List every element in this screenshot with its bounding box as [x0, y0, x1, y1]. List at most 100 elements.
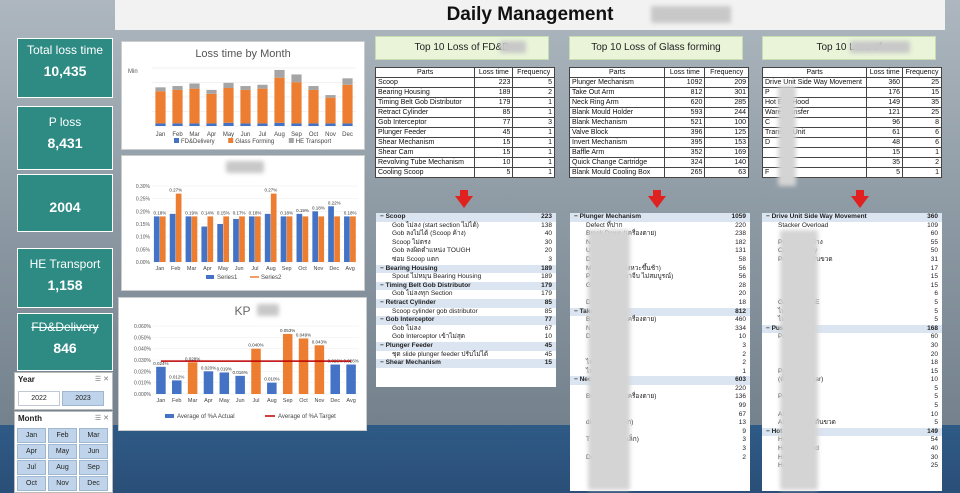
pivot-row-label: Gob Interceptor เข้าไม่สุด — [392, 333, 466, 341]
pivot-row-value: 5 — [934, 307, 938, 315]
bar — [172, 89, 183, 124]
kpi-total-loss-time: Total loss time 10,435 — [17, 38, 113, 98]
x-tick-label: Mar — [187, 266, 197, 272]
table-row: Neck Ring Arm 620 285 — [568, 97, 749, 108]
pivot-group-row[interactable]: − Gob Interceptor 77 — [376, 316, 556, 325]
pivot-group-row[interactable]: − Timing Belt Gob Distributor 179 — [376, 281, 556, 291]
pivot-group-row[interactable]: − Pus 168 — [762, 324, 942, 334]
month-option-dec[interactable]: Dec — [79, 476, 108, 491]
x-tick-label: Mar — [188, 398, 198, 404]
chart-kpi-actual-vs-target-plot: 0.060% 0.050% 0.040% 0.030% 0.020% 0.010% 0.00… — [134, 324, 359, 420]
kpi-third: 2004 — [17, 174, 113, 232]
x-tick-label: Oct — [309, 132, 319, 138]
month-option-jun[interactable]: Jun — [79, 444, 108, 459]
year-option-2022[interactable]: 2022 — [18, 391, 60, 406]
year-option-2023[interactable]: 2023 — [62, 391, 104, 406]
pivot-group-row[interactable]: − Bearing Housing 189 — [376, 264, 556, 274]
x-tick-label: Apr — [203, 266, 212, 272]
pivot-group-row[interactable]: − Drive Unit Side Way Movement 360 — [762, 213, 942, 222]
pivot-row-value: 85 — [544, 298, 552, 306]
pivot-row-value: 60 — [930, 230, 938, 238]
pivot-group-row[interactable]: − Plunger Feeder 45 — [376, 341, 556, 351]
x-tick-label: Jul — [251, 266, 258, 272]
x-tick-label: Nov — [325, 132, 336, 138]
pivot-group-row[interactable]: − Scoop 223 — [376, 213, 556, 222]
redacted-table-title — [500, 41, 526, 53]
kpi-value: 10,435 — [43, 63, 87, 79]
month-option-may[interactable]: May — [48, 444, 77, 459]
pivot-row-value: 15 — [930, 273, 938, 281]
pivot-row-value: 56 — [738, 264, 746, 272]
month-option-aug[interactable]: Aug — [48, 460, 77, 475]
month-option-oct[interactable]: Oct — [17, 476, 46, 491]
month-option-apr[interactable]: Apr — [17, 444, 46, 459]
pivot-row-value: 5 — [934, 298, 938, 306]
table-cell: 61 — [866, 127, 904, 138]
table-row: Bearing Housing 189 2 — [374, 87, 555, 98]
table-row: Blank Mould Holder 593 244 — [568, 107, 749, 118]
clear-filter-icon[interactable]: ☰ ✕ — [94, 415, 109, 422]
pivot-group-row[interactable]: − Retract Cylinder 85 — [376, 298, 556, 308]
pivot-row-label: − Timing Belt Gob Distributor — [380, 281, 471, 289]
pivot-row-value: 30 — [930, 341, 938, 349]
pivot-row-value: 10 — [930, 410, 938, 418]
table-cell: 48 — [866, 137, 904, 148]
bar — [274, 77, 285, 123]
pivot-row-value: 45 — [544, 350, 552, 358]
pivot-row: 5 — [762, 385, 942, 394]
redacted-title-suffix — [651, 6, 731, 23]
table-cell: 45 — [474, 127, 514, 138]
bar — [342, 84, 353, 124]
pivot-group-row[interactable]: − Hot 149 — [762, 427, 942, 437]
column-header: Frequency — [902, 67, 942, 78]
pivot-row-value: 334 — [735, 324, 746, 332]
pivot-row-value: 3 — [742, 341, 746, 349]
month-option-jan[interactable]: Jan — [17, 428, 46, 443]
bar — [223, 87, 234, 123]
y-tick-label: 0.10% — [136, 235, 151, 241]
bar — [203, 371, 214, 394]
x-tick-label: Nov — [314, 398, 324, 404]
bar — [330, 364, 340, 394]
table-cell: 1 — [512, 147, 555, 158]
pivot-row-value: 13 — [738, 419, 746, 427]
x-tick-label: Nov — [313, 266, 323, 272]
column-header: Loss time — [474, 67, 514, 78]
data-label: 0.19% — [185, 210, 198, 215]
data-label: 0.020% — [201, 365, 216, 370]
table-row: Blank Mechanism 521 100 — [568, 117, 749, 128]
pivot-group-row[interactable]: − Plunger Mechanism 1059 — [570, 213, 750, 222]
pivot-row: Stacker Overload 109 — [762, 222, 942, 231]
pivot-row-value: 99 — [738, 402, 746, 410]
month-option-nov[interactable]: Nov — [48, 476, 77, 491]
data-label: 0.19% — [296, 208, 309, 213]
month-option-sep[interactable]: Sep — [79, 460, 108, 475]
table-row: Gob Interceptor 77 3 — [374, 117, 555, 128]
kpi-p-loss: P loss 8,431 — [17, 106, 113, 170]
bar — [248, 216, 255, 262]
pivot-group-row[interactable]: − Shear Mechanism 15 — [376, 359, 556, 368]
table-cell: 1 — [512, 167, 555, 178]
table-cell: 169 — [704, 147, 749, 158]
pivot-row-label: Spout ไม่หมุน Bearing Housing — [392, 273, 482, 281]
y-tick-label: 0.040% — [134, 347, 152, 353]
table-cell: 1 — [902, 167, 942, 178]
month-option-feb[interactable]: Feb — [48, 428, 77, 443]
x-tick-label: May — [219, 398, 230, 404]
chart-kpi-actual-vs-target: KP 0.060% 0.050% 0.040% 0.030% 0.020% 0.010% 0… — [118, 297, 367, 431]
bar — [175, 193, 182, 262]
kpi-value: 2004 — [49, 199, 81, 215]
bar — [298, 338, 309, 394]
table-cell: Take Out Arm — [568, 87, 666, 98]
table-cell: 6 — [902, 137, 942, 148]
month-option-mar[interactable]: Mar — [79, 428, 108, 443]
table-row: Plunger Feeder 45 1 — [374, 127, 555, 138]
month-option-jul[interactable]: Jul — [17, 460, 46, 475]
table-cell: Plunger Mechanism — [568, 77, 666, 88]
table-cell: 15 — [902, 87, 942, 98]
clear-filter-icon[interactable]: ☰ ✕ — [94, 376, 109, 383]
x-tick-label: Mar — [189, 132, 199, 138]
table-cell: 1 — [902, 147, 942, 158]
table-row: Retract Cylinder 85 1 — [374, 107, 555, 118]
pivot-row: 9 — [570, 428, 750, 437]
